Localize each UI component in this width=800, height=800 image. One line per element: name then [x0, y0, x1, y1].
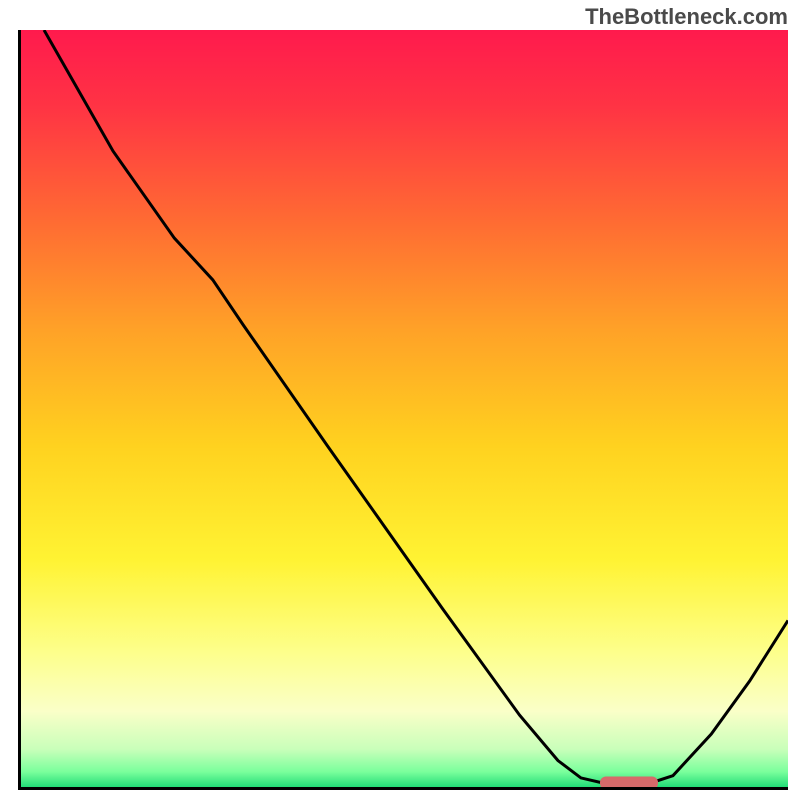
plot-area [18, 30, 788, 790]
optimal-marker [600, 777, 658, 790]
chart-container: TheBottleneck.com [0, 0, 800, 800]
curve-svg [21, 30, 788, 787]
watermark-text: TheBottleneck.com [585, 4, 788, 30]
bottleneck-curve [44, 30, 788, 783]
